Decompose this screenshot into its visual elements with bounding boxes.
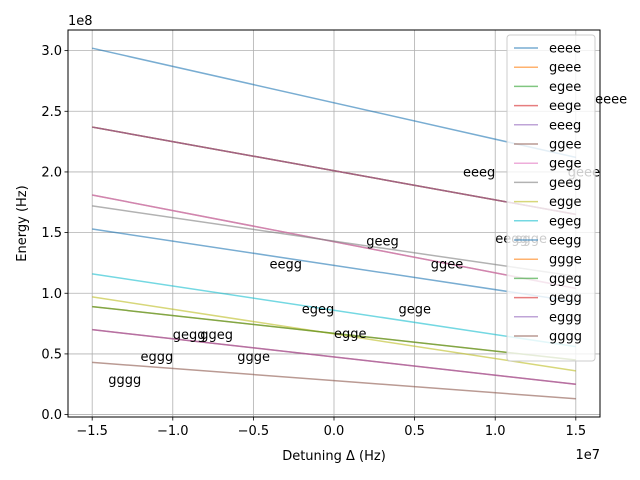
- y-tick-label: 1.0: [41, 287, 62, 302]
- legend-label: ggeg: [549, 272, 582, 287]
- series-line-geeg: [92, 205, 576, 278]
- y-tick-label: 2.0: [41, 165, 62, 180]
- annotation-label: gege: [398, 303, 431, 318]
- y-tick-label: 1.5: [41, 226, 62, 241]
- series-line-eegg: [92, 228, 576, 303]
- x-tick-label: 1.5: [565, 424, 586, 439]
- series-line-eggg: [92, 328, 576, 385]
- annotation-label: ggeg: [200, 328, 233, 343]
- x-tick-label: 0.0: [324, 424, 345, 439]
- x-tick-label: −1.0: [157, 424, 189, 439]
- legend-label: eggg: [549, 310, 582, 325]
- y-offset-label: 1e8: [68, 14, 93, 29]
- series-line-eeeg: [92, 126, 576, 216]
- x-offset-label: 1e7: [575, 448, 600, 463]
- y-axis-ticks: 0.0 0.5 1.0 1.5 2.0 2.5 3.0: [41, 44, 68, 423]
- legend-label: gege: [549, 157, 582, 172]
- annotation-label: eeee: [595, 93, 627, 108]
- y-tick-label: 2.5: [41, 105, 62, 120]
- legend-label: geeg: [549, 176, 582, 191]
- annotation-label: egeg: [302, 303, 335, 318]
- annotation-label: eegg: [270, 258, 303, 273]
- x-tick-label: 1.0: [485, 424, 506, 439]
- y-tick-label: 0.5: [41, 347, 62, 362]
- series-line-egeg: [92, 273, 576, 348]
- annotation-label: gggg: [108, 373, 141, 388]
- annotation-label: eeeg: [463, 165, 495, 180]
- legend-label: gggg: [549, 330, 582, 345]
- annotation-label: ggge: [237, 350, 270, 365]
- annotation-label: gegg: [173, 328, 206, 343]
- series-lines: [92, 47, 576, 400]
- annotation-label: eggg: [141, 350, 174, 365]
- annotation-label: ggee: [431, 258, 464, 273]
- legend-label: egge: [549, 195, 582, 210]
- legend-label: eeee: [549, 42, 581, 57]
- legend-label: eege: [549, 99, 581, 114]
- y-tick-label: 3.0: [41, 44, 62, 59]
- x-axis-ticks: −1.5 −1.0 −0.5 0.0 0.5 1.0 1.5: [76, 417, 586, 439]
- legend: eeee geee egee eege eeeg ggee gege geeg egge egeg…: [506, 34, 596, 362]
- legend-label: egee: [549, 80, 581, 95]
- legend-label: egeg: [549, 214, 582, 229]
- x-axis-label: Detuning Δ (Hz): [282, 449, 386, 464]
- legend-label: ggee: [549, 138, 582, 153]
- series-line-gggg: [92, 361, 576, 400]
- annotations: eeeegeeeeeeggeegeeggeggeeeggggeeegeggege…: [108, 93, 627, 388]
- y-tick-label: 0.0: [41, 408, 62, 423]
- x-tick-label: 0.5: [404, 424, 425, 439]
- legend-label: gegg: [549, 291, 582, 306]
- legend-box: [506, 34, 596, 362]
- x-tick-label: −1.5: [76, 424, 108, 439]
- x-tick-label: −0.5: [238, 424, 270, 439]
- series-line-ggeg: [92, 305, 576, 361]
- annotation-label: egge: [334, 327, 367, 342]
- legend-label: ggge: [549, 253, 582, 268]
- series-line-eeee: [92, 47, 576, 159]
- y-axis-label: Energy (Hz): [15, 185, 30, 261]
- legend-label: eeeg: [549, 118, 581, 133]
- legend-label: eegg: [549, 234, 582, 249]
- annotation-label: geeg: [366, 235, 399, 250]
- legend-label: geee: [549, 61, 581, 76]
